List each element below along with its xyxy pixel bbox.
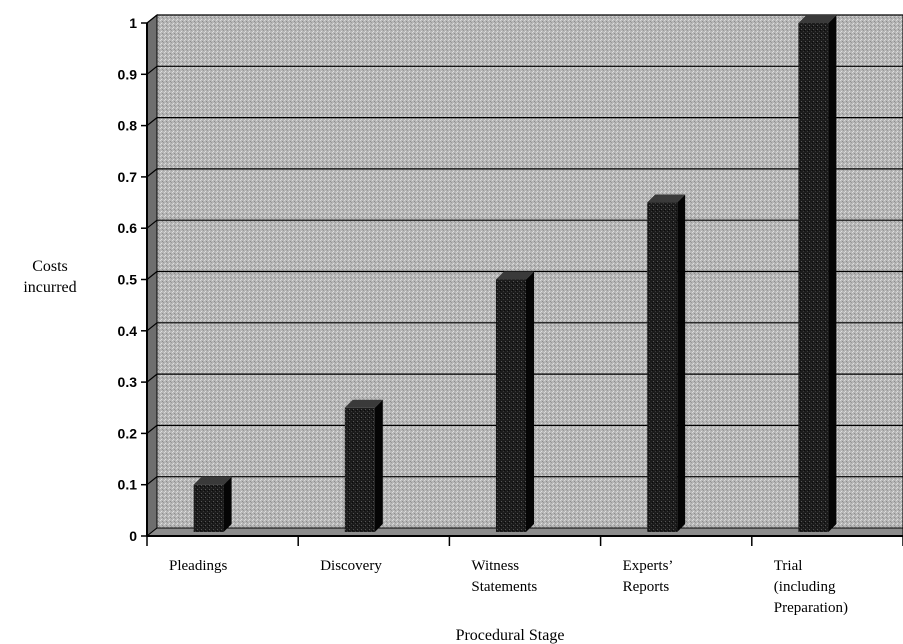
y-tick-label: 0.5 xyxy=(118,272,138,288)
bar-top xyxy=(496,271,534,280)
x-tick-label-line: (including xyxy=(774,579,836,595)
bar-side xyxy=(223,476,232,532)
bar-front xyxy=(647,202,678,533)
bars xyxy=(193,15,837,533)
y-tick-label: 0 xyxy=(129,528,137,544)
y-tick-label: 0.8 xyxy=(118,118,138,134)
gridline-side xyxy=(146,168,158,178)
x-tick-label: Experts’ Reports xyxy=(623,558,674,595)
gridline-side xyxy=(146,271,158,280)
y-axis-title-line: incurred xyxy=(23,279,76,296)
y-tick-label: 0.1 xyxy=(118,477,138,493)
bar-side xyxy=(526,271,534,532)
axes xyxy=(141,22,903,546)
x-tick-label-line: Pleadings xyxy=(169,558,227,574)
y-tick-label: 0.2 xyxy=(118,425,138,441)
bar-top xyxy=(193,476,232,485)
bar-top xyxy=(344,399,383,408)
bar xyxy=(344,399,383,532)
y-tick-label: 0.7 xyxy=(118,169,138,185)
x-tick-label-line: Discovery xyxy=(320,558,382,574)
x-tick-label: Trial (including Preparation) xyxy=(774,558,848,616)
bar-top xyxy=(798,15,837,23)
x-tick-label-line: Trial xyxy=(774,558,803,574)
y-tick-label: 0.3 xyxy=(118,374,138,390)
bar xyxy=(496,271,534,532)
x-axis-title: Procedural Stage xyxy=(456,627,565,644)
y-tick-label: 0.4 xyxy=(118,323,138,339)
bar-top xyxy=(647,194,686,203)
bar-front xyxy=(193,484,224,532)
bar xyxy=(798,15,837,532)
y-tick-label: 0.9 xyxy=(118,66,138,82)
x-tick-label-line: Experts’ xyxy=(623,558,674,574)
gridline-side xyxy=(146,219,158,229)
x-tick-label-line: Statements xyxy=(471,579,537,595)
bar-front xyxy=(798,23,829,532)
bar-front xyxy=(344,407,375,532)
gridline-side xyxy=(146,65,158,75)
bar xyxy=(193,476,232,532)
bar-side xyxy=(677,194,686,533)
labels: 0 0.1 0.2 0.3 0.4 0.5 0.6 0.7 0.8 0.9 1 Pleadings Di… xyxy=(23,15,848,644)
gridline-side xyxy=(146,476,158,486)
gridline-side xyxy=(146,424,158,434)
x-tick-label: Witness Statements xyxy=(471,558,537,595)
y-axis-title-line: Costs xyxy=(32,258,68,275)
bar-front xyxy=(496,279,526,532)
bar-side xyxy=(828,15,837,532)
y-tick-label: 1 xyxy=(129,15,137,31)
y-axis-title: Costs incurred xyxy=(23,258,76,296)
gridline-side xyxy=(146,322,158,332)
x-tick-label-line: Witness xyxy=(471,558,519,574)
x-tick-label: Pleadings xyxy=(169,558,227,574)
bar-side xyxy=(374,399,383,532)
x-tick-label-line: Reports xyxy=(623,579,670,595)
bar xyxy=(647,194,686,533)
gridline-side xyxy=(146,373,158,383)
x-tick-label-line: Preparation) xyxy=(774,600,848,616)
gridline-side xyxy=(146,14,158,24)
gridline-side xyxy=(146,117,158,127)
x-tick-label: Discovery xyxy=(320,558,382,574)
y-tick-label: 0.6 xyxy=(118,220,138,236)
